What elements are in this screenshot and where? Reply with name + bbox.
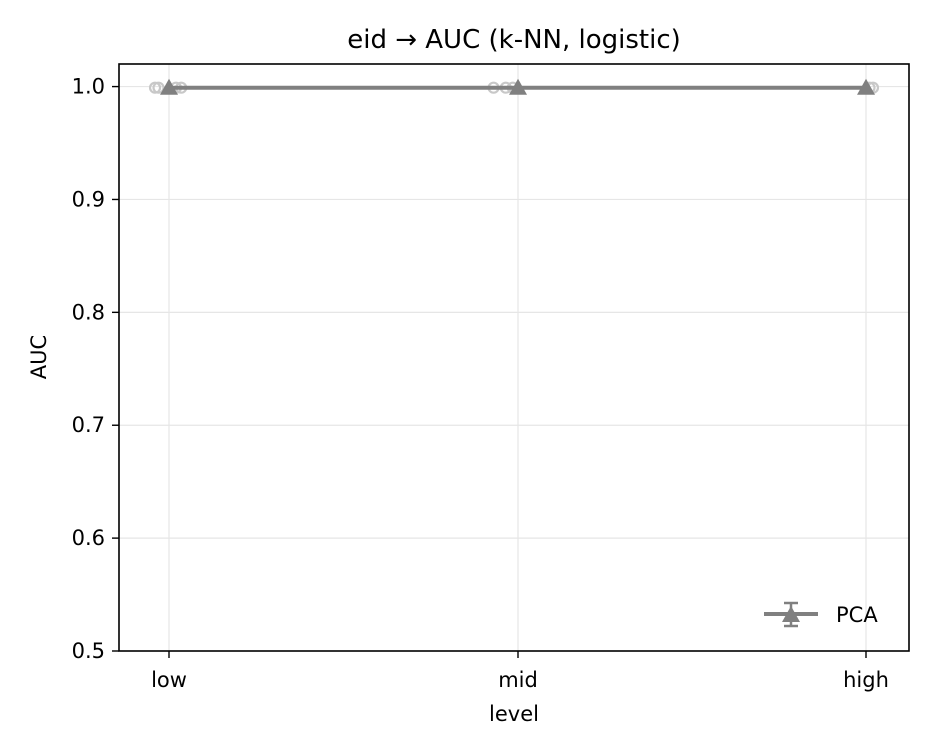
x-tick-label-mid: mid (498, 668, 538, 692)
x-tick-label-low: low (151, 668, 187, 692)
plot-frame (118, 63, 910, 652)
marker-pca-mid (509, 78, 527, 95)
tick-layer: low mid high 0.5 0.6 0.7 0.8 0.9 1.0 (72, 75, 889, 692)
legend: PCA (764, 601, 878, 628)
y-tick-label-1.0: 1.0 (72, 75, 105, 99)
raw-point-low-1 (152, 81, 165, 94)
marker-pca-low (160, 78, 178, 95)
grid-layer (119, 64, 909, 652)
legend-label-pca: PCA (836, 603, 878, 627)
y-tick-label-0.5: 0.5 (72, 639, 105, 663)
x-axis-label: level (489, 702, 539, 726)
y-axis-label: AUC (27, 335, 51, 379)
series-layer (160, 78, 875, 95)
y-tick-label-0.9: 0.9 (72, 187, 105, 211)
y-tick-label-0.8: 0.8 (72, 300, 105, 324)
marker-pca-high (857, 78, 875, 95)
legend-marker-pca (782, 606, 800, 622)
y-tick-label-0.7: 0.7 (72, 413, 105, 437)
chart-title: eid → AUC (k-NN, logistic) (347, 25, 681, 55)
y-tick-label-0.6: 0.6 (72, 526, 105, 550)
x-tick-label-high: high (843, 668, 889, 692)
